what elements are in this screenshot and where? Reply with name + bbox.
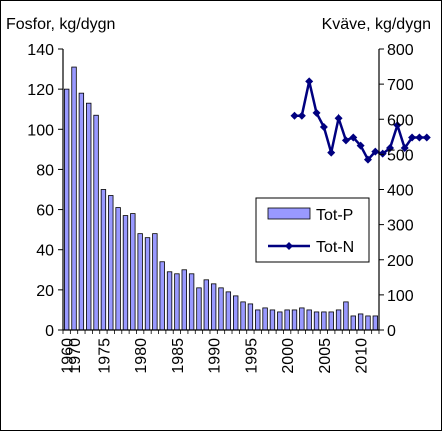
bar-tot-p-1974 [159, 261, 165, 331]
x-tick-label-2000: 2000 [280, 338, 297, 374]
left-axis-label: Fosfor, kg/dygn [6, 16, 115, 33]
x-tick-label-1975: 1975 [96, 338, 113, 374]
left-tick-label-0: 0 [45, 323, 54, 340]
right-tick-label-300: 300 [387, 218, 414, 235]
bar-tot-p-1986 [247, 303, 254, 331]
right-tick-label-100: 100 [387, 288, 414, 305]
tot-n-point-2001 [356, 141, 365, 150]
left-tick-label-120: 120 [27, 82, 54, 99]
right-tick-label-700: 700 [387, 77, 414, 94]
bar-tot-p-1973 [152, 233, 158, 331]
x-tick-label-1960: 1960 [60, 338, 77, 374]
tot-n-point-1993 [297, 111, 306, 120]
tot-n-point-1994 [305, 77, 314, 86]
legend: Tot-P Tot-N [255, 197, 370, 263]
bar-tot-p-1961 [71, 66, 77, 331]
bar-tot-p-1998 [335, 309, 342, 331]
tot-n-point-2003 [371, 147, 380, 156]
left-tick-label-40: 40 [36, 243, 54, 260]
bar-tot-p-1980 [203, 279, 209, 331]
right-tick-label-500: 500 [387, 147, 414, 164]
bar-tot-p-1993 [299, 307, 305, 331]
bar-tot-p-1972 [144, 237, 151, 331]
right-tick-label-800: 800 [387, 42, 414, 59]
bar-tot-p-1969 [122, 215, 129, 331]
x-tick-label-1970: 1970 [67, 338, 84, 374]
right-axis-label: Kväve, kg/dygn [322, 16, 431, 33]
bar-tot-p-2003 [372, 315, 379, 331]
bar-tot-p-1983 [225, 291, 232, 331]
tot-n-point-1996 [319, 122, 328, 131]
bar-tot-p-1987 [255, 309, 261, 331]
right-tick-label-400: 400 [387, 183, 414, 200]
left-tick-label-60: 60 [36, 203, 54, 220]
right-tick-label-600: 600 [387, 112, 414, 129]
bar-tot-p-1995 [313, 311, 320, 331]
x-tick-label-2005: 2005 [317, 338, 334, 374]
x-tick-label-1980: 1980 [133, 338, 150, 374]
bar-tot-p-1988 [262, 307, 268, 331]
legend-label-tot-n: Tot-N [316, 239, 354, 256]
bar-tot-p-1999 [343, 301, 349, 331]
tot-n-point-2006 [393, 121, 402, 130]
bar-tot-p-1960 [64, 88, 70, 331]
bar-tot-p-1991 [284, 309, 290, 331]
legend-swatch-tot-p [267, 207, 311, 220]
x-tick-label-1990: 1990 [207, 338, 224, 374]
tot-n-point-2010 [422, 133, 431, 142]
bar-tot-p-1984 [233, 295, 239, 331]
bar-tot-p-2001 [357, 313, 364, 331]
bar-tot-p-1964 [93, 114, 99, 331]
bar-tot-p-1977 [181, 269, 187, 331]
bar-tot-p-1967 [108, 195, 114, 331]
tot-n-point-1992 [290, 111, 299, 120]
bar-tot-p-1963 [86, 102, 92, 331]
tot-n-point-1995 [312, 108, 321, 117]
bar-tot-p-1968 [115, 207, 121, 331]
bar-tot-p-1982 [218, 287, 224, 331]
left-tick-label-20: 20 [36, 283, 54, 300]
bar-tot-p-1989 [269, 309, 276, 331]
x-tick-label-1985: 1985 [170, 338, 187, 374]
tot-n-point-1999 [341, 136, 350, 145]
tot-n-point-2004 [378, 149, 387, 158]
bar-tot-p-1971 [137, 233, 143, 331]
legend-marker-tot-n [285, 242, 293, 250]
legend-label-tot-p: Tot-P [316, 207, 353, 224]
bar-tot-p-1981 [210, 283, 217, 331]
bar-tot-p-1979 [196, 287, 202, 331]
axes-group: 0 20 40 60 80 100 120 140 0 100 200 300 400 500 600 700… [27, 42, 414, 374]
tot-n-point-2009 [415, 133, 424, 142]
tot-n-point-1997 [327, 148, 336, 157]
bar-tot-p-1985 [240, 301, 246, 331]
left-tick-label-100: 100 [27, 122, 54, 139]
bar-tot-p-1994 [306, 309, 312, 331]
bar-tot-p-1990 [277, 311, 283, 331]
tot-n-point-2000 [349, 133, 358, 142]
left-tick-label-80: 80 [36, 162, 54, 179]
bar-tot-p-2002 [365, 315, 371, 331]
bar-tot-p-1975 [166, 271, 173, 331]
bar-tot-p-1978 [188, 273, 195, 331]
bar-tot-p-1997 [328, 311, 334, 331]
x-tick-label-2010: 2010 [354, 338, 371, 374]
tot-n-point-1998 [334, 114, 343, 123]
bar-tot-p-1996 [321, 311, 327, 331]
tot-n-point-2002 [363, 155, 372, 164]
right-tick-label-200: 200 [387, 253, 414, 270]
right-tick-label-0: 0 [387, 323, 396, 340]
x-tick-label-1995: 1995 [243, 338, 260, 374]
tot-n-point-2005 [386, 144, 395, 153]
tot-n-point-2007 [400, 144, 409, 153]
bar-tot-p-2000 [350, 315, 356, 331]
bar-tot-p-1976 [174, 273, 180, 331]
bar-tot-p-1962 [78, 92, 85, 331]
bar-tot-p-1992 [291, 309, 298, 331]
bar-tot-p-1970 [130, 213, 136, 331]
bar-tot-p-1966 [100, 189, 107, 331]
left-tick-label-140: 140 [27, 42, 54, 59]
tot-n-point-2008 [408, 133, 417, 142]
nitrogen-line-group [290, 77, 431, 164]
